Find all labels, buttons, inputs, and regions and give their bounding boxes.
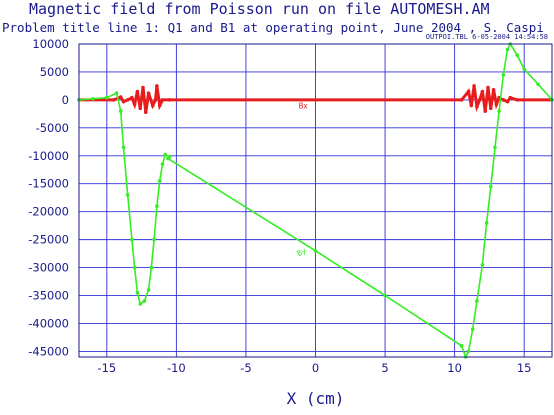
y-tick-label: -5000: [36, 121, 69, 135]
series-bx-point: [486, 85, 490, 90]
y-tick-label: -30000: [28, 261, 69, 275]
series-bx-point: [118, 95, 123, 99]
x-tick-label: -5: [240, 361, 251, 375]
series-by-label: By: [295, 246, 308, 259]
series-bx-point: [469, 103, 474, 108]
series-bx-point: [466, 89, 471, 94]
series-bx-point: [505, 99, 510, 104]
series-by-point: [160, 162, 165, 166]
series-by-point: [166, 156, 170, 161]
file-stamp: OUTPOI.TBL 6-05-2004 14:54:58: [425, 33, 548, 41]
chart-subtitle: Problem title line 1: Q1 and B1 at opera…: [2, 20, 544, 35]
series-by-point: [475, 299, 479, 303]
series-by-point: [130, 237, 134, 242]
series-by-point: [157, 179, 162, 183]
series-by-point: [480, 262, 485, 267]
series-by-point: [501, 72, 506, 77]
series-bx-point: [494, 102, 499, 107]
y-tick-label: 5000: [40, 65, 69, 79]
y-tick-label: 10000: [32, 37, 69, 51]
series-bx-point: [121, 99, 126, 104]
series-by-point: [118, 109, 123, 113]
x-tick-label: 15: [517, 361, 532, 375]
x-tick-label: 10: [447, 361, 462, 375]
series-by-point: [105, 95, 109, 100]
series-bx-point: [111, 98, 116, 102]
series-bx-point: [150, 103, 155, 108]
series-by-point: [142, 299, 147, 303]
series-by-point: [484, 221, 489, 225]
series-bx-point: [153, 98, 158, 102]
series-bx-point: [125, 98, 130, 102]
series-by-point: [383, 293, 387, 298]
series-by-point: [155, 204, 159, 208]
series-by-point: [152, 237, 156, 242]
series-by-point: [459, 344, 464, 348]
x-tick-label: -10: [167, 361, 186, 375]
y-tick-label: -45000: [28, 344, 69, 358]
series-bx-label: Bx: [299, 101, 309, 110]
series-bx-point: [143, 110, 148, 114]
series-by-point: [515, 53, 520, 57]
y-tick-label: -25000: [28, 233, 69, 247]
series-bx-point: [491, 88, 496, 92]
y-tick-label: -10000: [28, 149, 69, 163]
series-bx-point: [508, 95, 513, 100]
y-tick-label: -40000: [28, 316, 69, 330]
series-by-point: [163, 152, 168, 157]
series-layer: Bx By: [77, 42, 554, 360]
y-tick-label: -35000: [28, 289, 69, 303]
series-bx-point: [501, 98, 506, 102]
series-bx-point: [472, 84, 476, 88]
series-by-point: [522, 67, 526, 71]
series-by-point: [313, 249, 318, 253]
series-bx-point: [475, 104, 479, 109]
series-bx-point: [483, 109, 488, 113]
x-axis-label: X (cm): [287, 389, 345, 408]
series-bx-point: [160, 98, 165, 102]
series-by-point: [466, 349, 471, 354]
series-by-point: [91, 96, 95, 101]
series-bx-point: [135, 89, 140, 94]
x-tick-label: -15: [97, 361, 116, 375]
series-by-point: [121, 145, 126, 150]
series-by-point: [536, 82, 540, 87]
series-by-point: [470, 327, 475, 331]
series-by-point: [149, 265, 154, 270]
x-tick-label: 0: [312, 361, 319, 375]
plot-frame: [78, 43, 553, 358]
y-tick-label: -15000: [28, 177, 69, 191]
series-by-point: [132, 265, 137, 270]
series-by-point: [497, 109, 501, 113]
series-bx-point: [130, 95, 134, 100]
series-bx-point: [477, 98, 482, 102]
series-bx-point: [138, 106, 143, 111]
series-by-point: [125, 193, 130, 197]
series-bx-point: [459, 98, 464, 102]
series-by-point: [138, 302, 143, 306]
series-by-point: [114, 91, 119, 95]
series-by-point: [488, 184, 493, 189]
series-bx-point: [155, 84, 159, 88]
series-bx-point: [157, 103, 162, 108]
series-by-point: [505, 47, 510, 52]
series-bx-point: [488, 106, 493, 111]
series-by-point: [493, 145, 497, 150]
series-bx-point: [515, 98, 520, 102]
x-tick-label: 5: [381, 361, 388, 375]
y-tick-label: -20000: [28, 205, 69, 219]
series-bx-point: [167, 98, 172, 102]
series-bx-point: [132, 102, 137, 107]
series-bx-point: [480, 89, 485, 94]
y-tick-label: 0: [62, 93, 69, 107]
series-bx-point: [146, 91, 151, 95]
tick-labels: -15 -10 -5 0 5 10 15 10000 5000 0 -5000 -10000 -1500…: [28, 37, 531, 375]
series-by-point: [146, 288, 151, 292]
series-by-point: [135, 290, 140, 295]
chart-title: Magnetic field from Poisson run on file …: [29, 0, 490, 18]
series-bx-point: [141, 85, 145, 90]
